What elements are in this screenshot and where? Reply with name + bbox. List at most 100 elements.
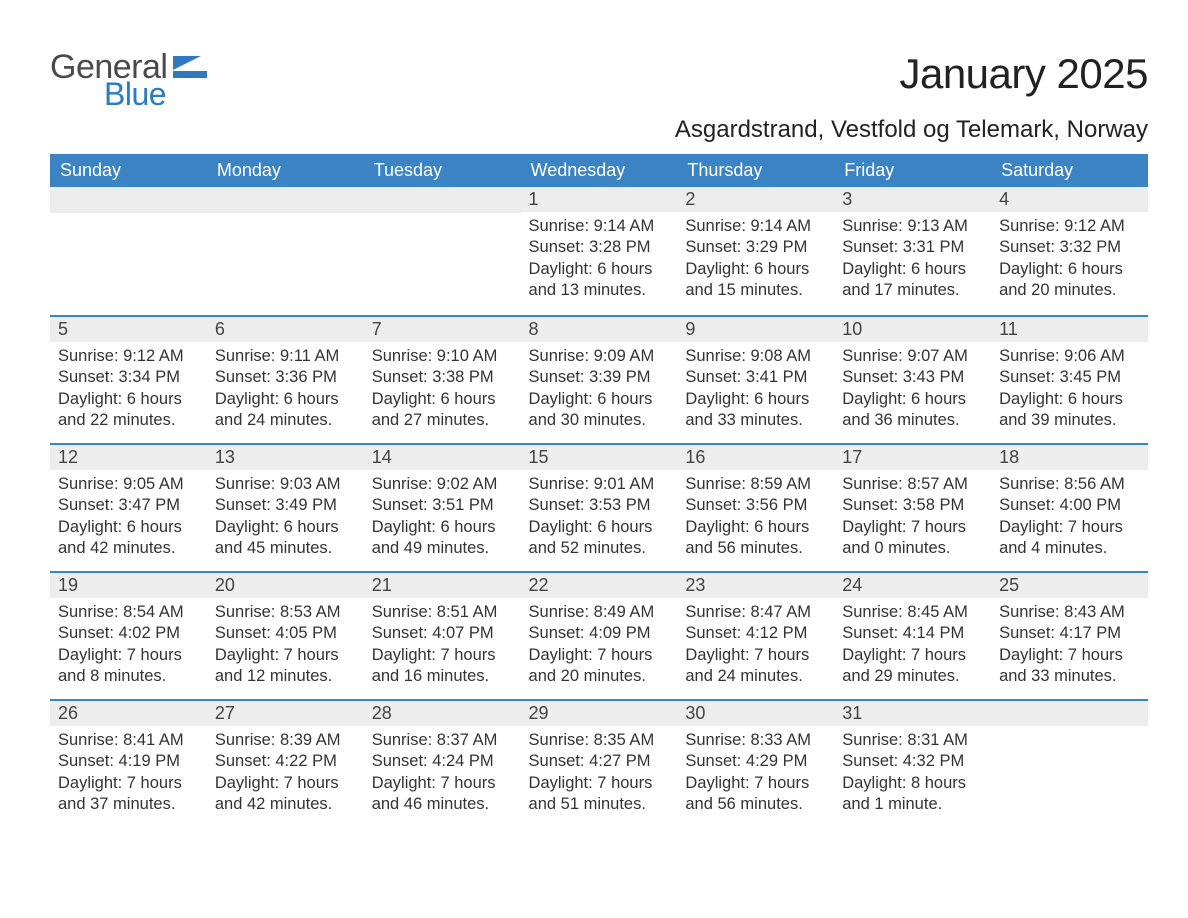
day-daylight1: Daylight: 6 hours (529, 259, 670, 280)
day-number (50, 187, 207, 213)
calendar-day: 1Sunrise: 9:14 AMSunset: 3:28 PMDaylight… (521, 187, 678, 315)
day-daylight1: Daylight: 6 hours (215, 517, 356, 538)
day-daylight1: Daylight: 7 hours (529, 773, 670, 794)
day-details: Sunrise: 9:14 AMSunset: 3:29 PMDaylight:… (677, 212, 834, 312)
calendar-week: 12Sunrise: 9:05 AMSunset: 3:47 PMDayligh… (50, 443, 1148, 571)
day-details: Sunrise: 9:08 AMSunset: 3:41 PMDaylight:… (677, 342, 834, 442)
day-daylight2: and 49 minutes. (372, 538, 513, 559)
day-daylight2: and 52 minutes. (529, 538, 670, 559)
day-details: Sunrise: 8:45 AMSunset: 4:14 PMDaylight:… (834, 598, 991, 698)
day-number: 11 (991, 315, 1148, 342)
day-details: Sunrise: 9:05 AMSunset: 3:47 PMDaylight:… (50, 470, 207, 570)
day-details: Sunrise: 9:12 AMSunset: 3:34 PMDaylight:… (50, 342, 207, 442)
day-daylight2: and 17 minutes. (842, 280, 983, 301)
day-daylight2: and 39 minutes. (999, 410, 1140, 431)
day-daylight1: Daylight: 7 hours (215, 773, 356, 794)
day-daylight2: and 0 minutes. (842, 538, 983, 559)
day-sunset: Sunset: 4:22 PM (215, 751, 356, 772)
day-daylight2: and 8 minutes. (58, 666, 199, 687)
day-sunset: Sunset: 3:45 PM (999, 367, 1140, 388)
calendar-day: 6Sunrise: 9:11 AMSunset: 3:36 PMDaylight… (207, 315, 364, 443)
day-number: 23 (677, 571, 834, 598)
day-number: 6 (207, 315, 364, 342)
day-daylight2: and 33 minutes. (685, 410, 826, 431)
day-details: Sunrise: 8:51 AMSunset: 4:07 PMDaylight:… (364, 598, 521, 698)
calendar-day: 29Sunrise: 8:35 AMSunset: 4:27 PMDayligh… (521, 699, 678, 827)
day-sunrise: Sunrise: 8:37 AM (372, 730, 513, 751)
day-sunrise: Sunrise: 8:57 AM (842, 474, 983, 495)
calendar-day: 5Sunrise: 9:12 AMSunset: 3:34 PMDaylight… (50, 315, 207, 443)
day-daylight2: and 36 minutes. (842, 410, 983, 431)
day-details: Sunrise: 8:57 AMSunset: 3:58 PMDaylight:… (834, 470, 991, 570)
day-details: Sunrise: 8:39 AMSunset: 4:22 PMDaylight:… (207, 726, 364, 826)
calendar-day: 3Sunrise: 9:13 AMSunset: 3:31 PMDaylight… (834, 187, 991, 315)
flag-icon (173, 56, 207, 83)
day-daylight2: and 46 minutes. (372, 794, 513, 815)
day-sunrise: Sunrise: 9:06 AM (999, 346, 1140, 367)
day-number: 28 (364, 699, 521, 726)
logo-blue: Blue (104, 78, 167, 110)
day-sunset: Sunset: 4:19 PM (58, 751, 199, 772)
day-daylight1: Daylight: 6 hours (685, 517, 826, 538)
day-sunrise: Sunrise: 8:43 AM (999, 602, 1140, 623)
day-daylight1: Daylight: 6 hours (215, 389, 356, 410)
calendar-day: 9Sunrise: 9:08 AMSunset: 3:41 PMDaylight… (677, 315, 834, 443)
location: Asgardstrand, Vestfold og Telemark, Norw… (675, 116, 1148, 144)
day-daylight1: Daylight: 6 hours (685, 259, 826, 280)
day-number: 7 (364, 315, 521, 342)
day-daylight2: and 27 minutes. (372, 410, 513, 431)
day-daylight2: and 37 minutes. (58, 794, 199, 815)
calendar-day-empty (991, 699, 1148, 827)
day-daylight2: and 15 minutes. (685, 280, 826, 301)
day-daylight2: and 20 minutes. (999, 280, 1140, 301)
day-sunrise: Sunrise: 9:01 AM (529, 474, 670, 495)
day-sunrise: Sunrise: 9:09 AM (529, 346, 670, 367)
day-sunset: Sunset: 4:09 PM (529, 623, 670, 644)
day-details: Sunrise: 8:54 AMSunset: 4:02 PMDaylight:… (50, 598, 207, 698)
day-details: Sunrise: 9:09 AMSunset: 3:39 PMDaylight:… (521, 342, 678, 442)
day-daylight2: and 12 minutes. (215, 666, 356, 687)
day-details: Sunrise: 9:02 AMSunset: 3:51 PMDaylight:… (364, 470, 521, 570)
calendar-week: 5Sunrise: 9:12 AMSunset: 3:34 PMDaylight… (50, 315, 1148, 443)
day-sunrise: Sunrise: 8:59 AM (685, 474, 826, 495)
title-block: January 2025 Asgardstrand, Vestfold og T… (675, 50, 1148, 144)
calendar-day: 8Sunrise: 9:09 AMSunset: 3:39 PMDaylight… (521, 315, 678, 443)
day-sunset: Sunset: 4:14 PM (842, 623, 983, 644)
day-daylight1: Daylight: 6 hours (58, 389, 199, 410)
day-number (991, 699, 1148, 726)
calendar-day-empty (50, 187, 207, 315)
logo: General Blue (50, 50, 207, 110)
day-daylight1: Daylight: 7 hours (685, 645, 826, 666)
calendar-day: 13Sunrise: 9:03 AMSunset: 3:49 PMDayligh… (207, 443, 364, 571)
day-daylight1: Daylight: 8 hours (842, 773, 983, 794)
day-daylight1: Daylight: 6 hours (372, 389, 513, 410)
day-daylight1: Daylight: 6 hours (842, 389, 983, 410)
day-details: Sunrise: 8:37 AMSunset: 4:24 PMDaylight:… (364, 726, 521, 826)
day-sunrise: Sunrise: 9:12 AM (999, 216, 1140, 237)
calendar-week: 26Sunrise: 8:41 AMSunset: 4:19 PMDayligh… (50, 699, 1148, 827)
day-number: 10 (834, 315, 991, 342)
day-daylight1: Daylight: 7 hours (999, 645, 1140, 666)
day-daylight2: and 16 minutes. (372, 666, 513, 687)
day-number: 9 (677, 315, 834, 342)
calendar-day: 7Sunrise: 9:10 AMSunset: 3:38 PMDaylight… (364, 315, 521, 443)
header: General Blue January 2025 Asgardstrand, … (50, 50, 1148, 144)
day-sunrise: Sunrise: 8:54 AM (58, 602, 199, 623)
day-daylight1: Daylight: 7 hours (842, 517, 983, 538)
day-sunrise: Sunrise: 8:56 AM (999, 474, 1140, 495)
day-daylight1: Daylight: 6 hours (372, 517, 513, 538)
calendar-day: 2Sunrise: 9:14 AMSunset: 3:29 PMDaylight… (677, 187, 834, 315)
day-sunset: Sunset: 3:39 PM (529, 367, 670, 388)
day-sunrise: Sunrise: 9:14 AM (685, 216, 826, 237)
day-header: Tuesday (364, 154, 521, 187)
day-sunrise: Sunrise: 9:10 AM (372, 346, 513, 367)
day-number: 21 (364, 571, 521, 598)
month-title: January 2025 (675, 50, 1148, 98)
calendar-day: 27Sunrise: 8:39 AMSunset: 4:22 PMDayligh… (207, 699, 364, 827)
day-sunset: Sunset: 3:53 PM (529, 495, 670, 516)
day-sunrise: Sunrise: 8:33 AM (685, 730, 826, 751)
day-daylight1: Daylight: 7 hours (372, 645, 513, 666)
day-number: 25 (991, 571, 1148, 598)
day-sunset: Sunset: 4:24 PM (372, 751, 513, 772)
day-daylight1: Daylight: 7 hours (372, 773, 513, 794)
